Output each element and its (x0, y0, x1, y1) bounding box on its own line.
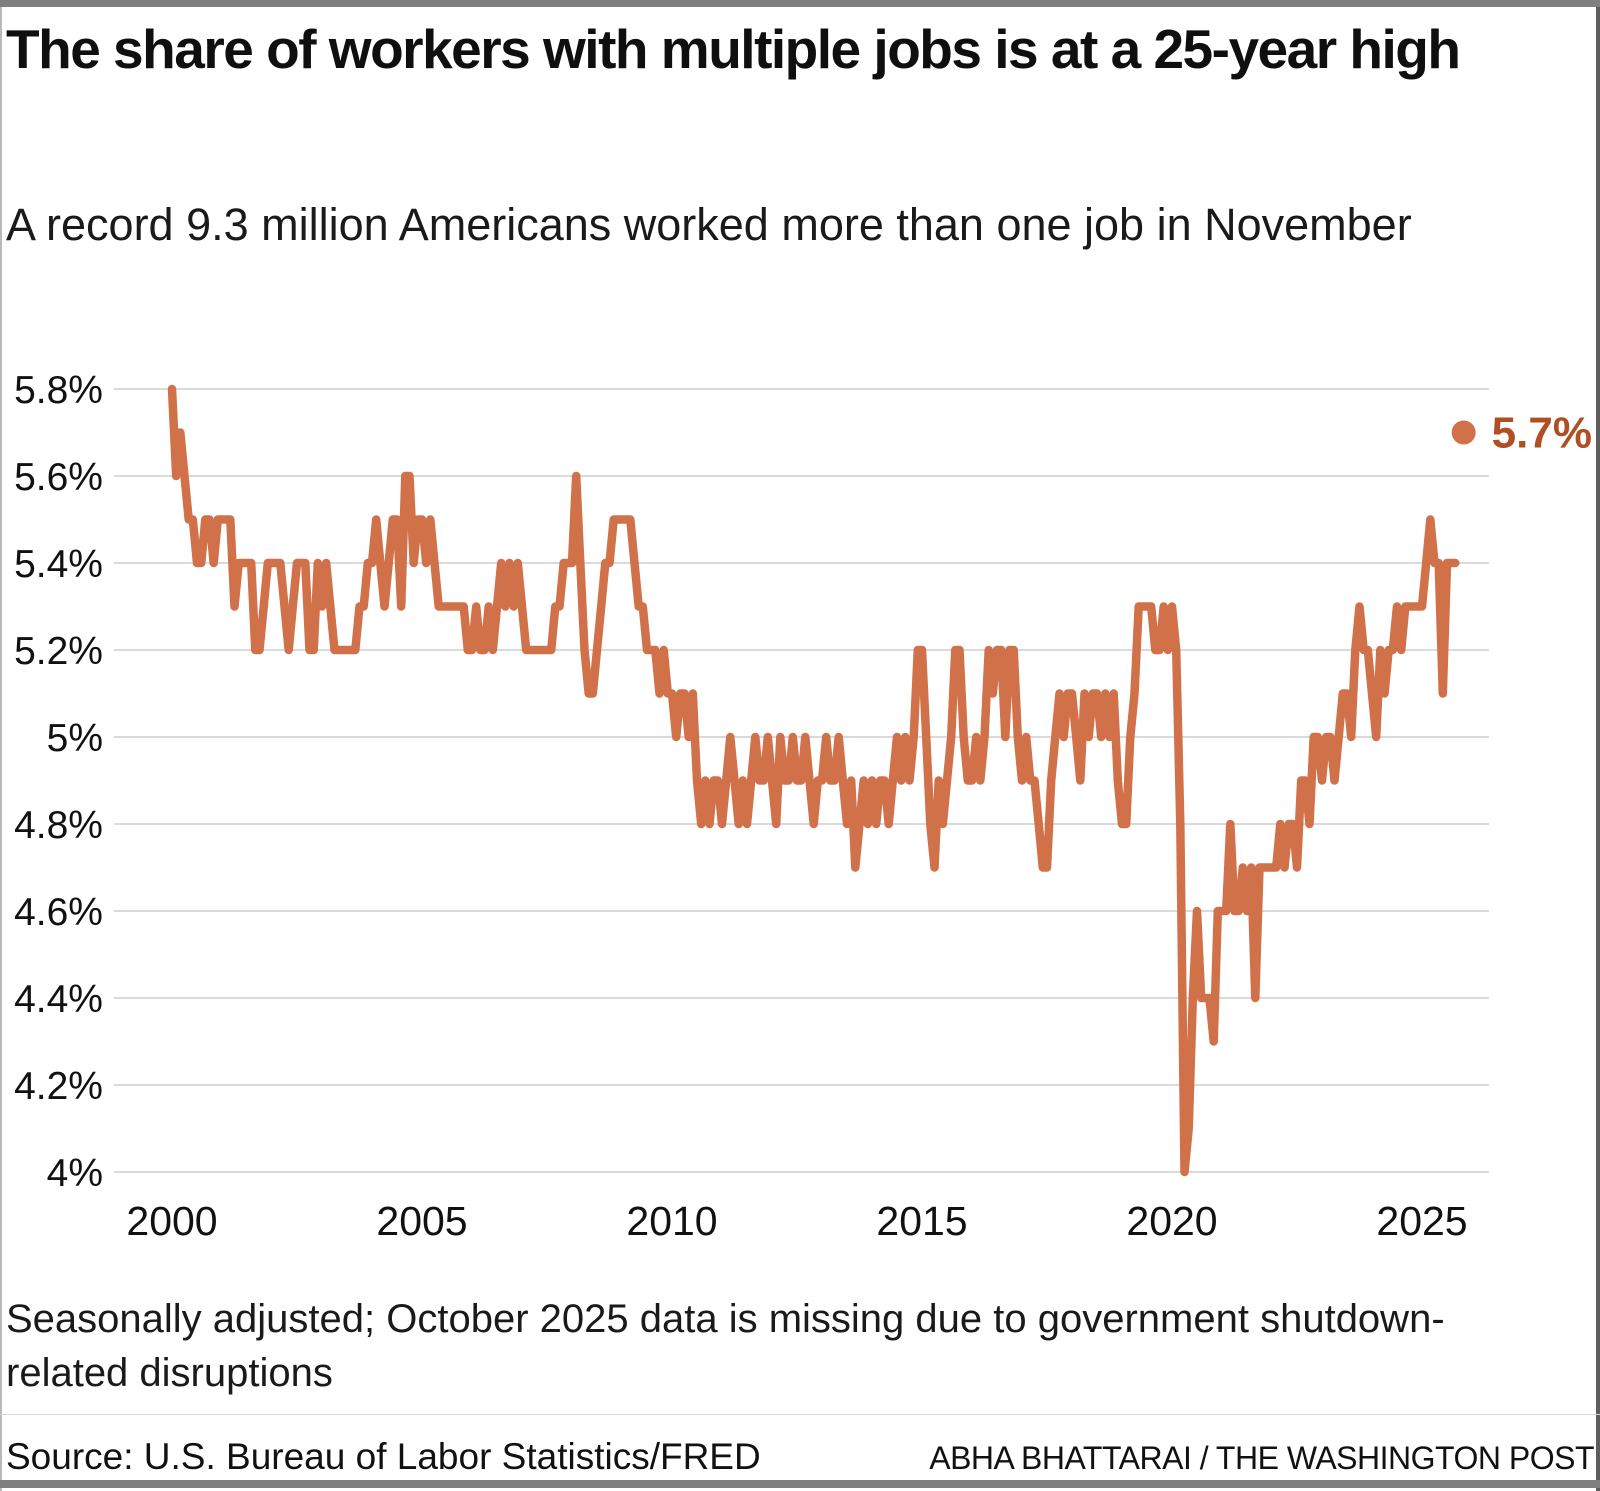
y-tick-label: 5.6% (14, 456, 103, 499)
y-tick-label: 5.2% (14, 630, 103, 673)
y-tick-label: 4.6% (14, 891, 103, 934)
x-tick-label: 2020 (1126, 1198, 1217, 1244)
x-tick-label: 2000 (126, 1198, 217, 1244)
left-border (0, 0, 2, 1491)
latest-point-dot (1451, 420, 1476, 445)
line-chart: 5.8% 5.6% 5.4% 5.2% 5% 4.8% 4.6% 4.4% 4.2% 4% 2000… (14, 369, 1592, 1244)
y-tick-label: 4.2% (14, 1065, 103, 1108)
y-tick-label: 5.4% (14, 543, 103, 586)
source-row: Source: U.S. Bureau of Labor Statistics/… (6, 1436, 1594, 1478)
x-tick-label: 2005 (376, 1198, 467, 1244)
chart-footnote: Seasonally adjusted; October 2025 data i… (6, 1297, 1445, 1395)
x-tick-label: 2010 (626, 1198, 717, 1244)
chart-title: The share of workers with multiple jobs … (6, 18, 1461, 80)
top-window-bar (0, 0, 1600, 7)
chart-subtitle: A record 9.3 million Americans worked mo… (6, 199, 1412, 250)
y-tick-label: 5% (47, 717, 103, 760)
latest-value-label: 5.7% (1492, 409, 1592, 458)
right-border (1596, 0, 1600, 1491)
x-tick-label: 2015 (876, 1198, 967, 1244)
byline-credit: ABHA BHATTARAI / THE WASHINGTON POST (929, 1440, 1594, 1476)
y-tick-label: 4% (47, 1152, 103, 1195)
data-line (172, 389, 1464, 1172)
y-tick-label: 5.8% (14, 369, 103, 412)
y-tick-label: 4.4% (14, 978, 103, 1021)
x-tick-label: 2025 (1376, 1198, 1467, 1244)
source-label: Source: U.S. Bureau of Labor Statistics/… (6, 1436, 761, 1477)
bottom-window-bar (0, 1480, 1600, 1488)
y-tick-label: 4.8% (14, 804, 103, 847)
divider (0, 1414, 1600, 1415)
